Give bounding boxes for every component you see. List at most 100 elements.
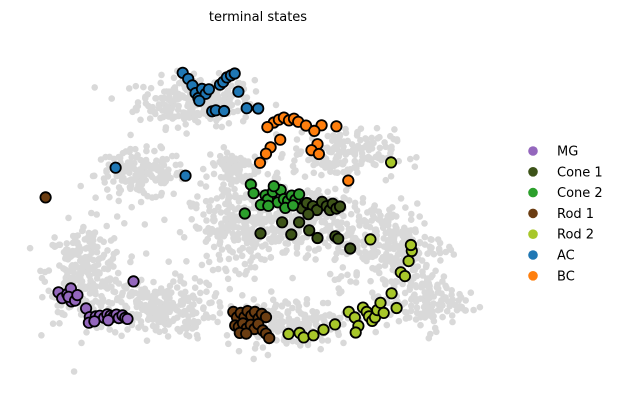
background-point (317, 314, 325, 321)
background-point (122, 178, 129, 185)
background-point (164, 103, 171, 110)
point-cone-1 (344, 242, 357, 255)
point-ac (218, 104, 231, 118)
background-point (438, 290, 445, 297)
background-point (251, 76, 259, 84)
background-point (213, 195, 221, 202)
background-point (397, 195, 405, 202)
point-ac (202, 83, 215, 96)
background-point (332, 185, 339, 193)
background-point (240, 229, 247, 237)
background-point (210, 170, 218, 178)
background-point (157, 192, 165, 199)
background-point (166, 282, 174, 290)
background-point (39, 293, 46, 301)
background-point (389, 204, 396, 211)
background-point (440, 273, 448, 280)
background-point (303, 296, 311, 303)
background-point (324, 132, 332, 140)
background-point (228, 203, 235, 211)
background-point (51, 243, 58, 250)
background-point (104, 247, 111, 254)
point-cone-1 (332, 232, 345, 245)
background-point (322, 164, 329, 171)
point-bc (299, 119, 313, 132)
background-point (227, 170, 235, 177)
background-point (147, 305, 155, 312)
background-point (51, 234, 58, 241)
legend-marker-bc (528, 271, 538, 281)
background-point (282, 298, 289, 305)
background-point (417, 321, 424, 329)
point-mg (127, 275, 140, 288)
background-point (202, 183, 210, 190)
background-point (183, 130, 190, 137)
background-point (92, 194, 99, 201)
background-point (382, 176, 390, 184)
background-point (349, 146, 357, 153)
background-point (93, 248, 101, 256)
background-point (406, 283, 414, 290)
point-mg (102, 314, 115, 327)
background-point (151, 288, 159, 296)
background-point (196, 297, 203, 305)
chart-title: terminal states (209, 10, 307, 25)
background-point (119, 149, 127, 157)
background-point (439, 296, 446, 304)
background-point (439, 313, 446, 321)
background-point (220, 174, 228, 181)
background-point (173, 284, 181, 291)
background-point (427, 247, 434, 254)
background-point (284, 309, 291, 317)
background-point (273, 169, 281, 177)
background-point (212, 122, 220, 130)
background-point (157, 94, 165, 102)
background-point (305, 245, 313, 252)
background-point (64, 251, 71, 259)
background-point (180, 280, 188, 287)
background-point (191, 295, 198, 302)
background-point (142, 250, 150, 257)
legend-label-cone-2: Cone 2 (557, 186, 603, 201)
background-point (200, 305, 207, 313)
background-point (63, 240, 71, 247)
background-point (218, 220, 225, 227)
background-point (458, 304, 465, 312)
background-point (128, 153, 135, 161)
background-point (235, 347, 243, 355)
background-point (317, 345, 325, 353)
background-point (174, 124, 182, 131)
point-rod-2 (384, 156, 398, 169)
point-bc (259, 147, 273, 160)
background-point (186, 109, 193, 116)
background-point (338, 248, 346, 256)
background-point (425, 334, 433, 342)
legend-item-rod-2: Rod 2 (528, 228, 594, 243)
background-point (147, 84, 155, 92)
background-point (127, 145, 134, 153)
background-point (390, 262, 397, 269)
background-point (448, 312, 456, 319)
background-point (200, 211, 207, 218)
legend-marker-mg (528, 146, 538, 156)
background-point (96, 269, 103, 276)
background-point (180, 234, 188, 241)
background-point (77, 245, 84, 253)
background-point (189, 325, 196, 332)
background-point (212, 290, 220, 297)
background-point (218, 193, 226, 200)
background-point (443, 284, 450, 292)
background-point (340, 194, 348, 201)
background-point (353, 165, 360, 172)
background-point (253, 340, 260, 348)
background-point (172, 270, 179, 277)
background-point (375, 241, 383, 249)
background-point (158, 144, 166, 152)
background-point (399, 244, 406, 252)
background-point (381, 139, 388, 146)
background-point (321, 239, 329, 247)
background-point (88, 249, 96, 256)
background-point (376, 144, 384, 152)
background-point (107, 237, 115, 244)
